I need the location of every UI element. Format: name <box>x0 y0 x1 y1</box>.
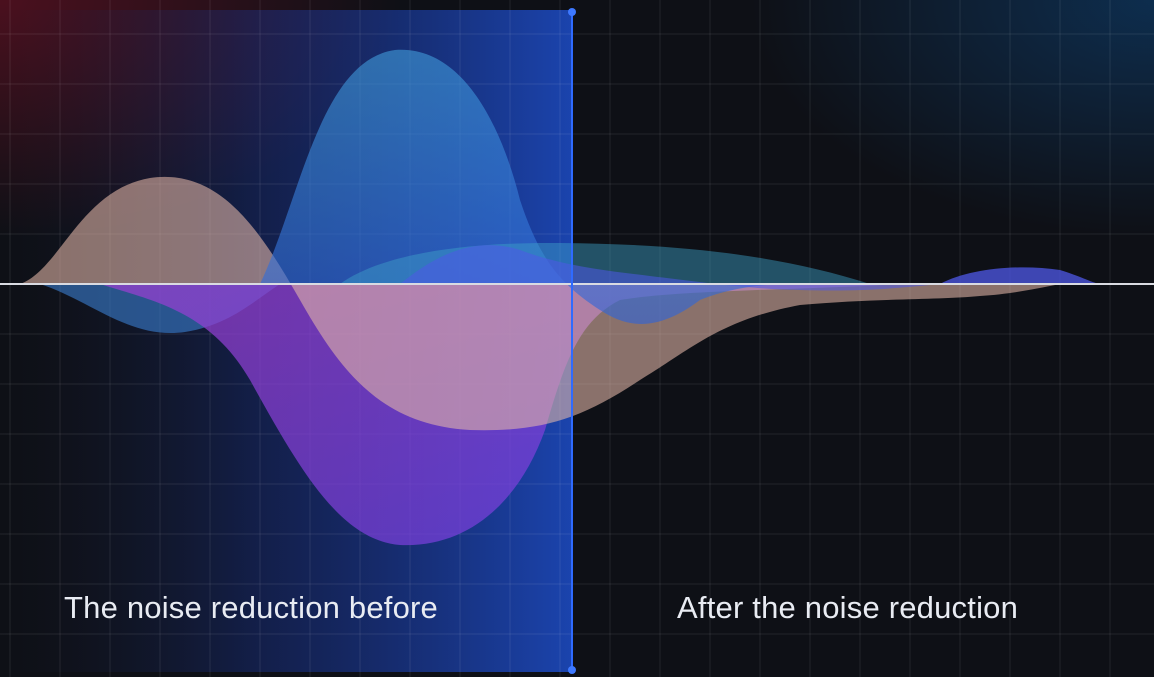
wave-peach <box>20 176 1060 431</box>
divider-handle-bottom[interactable] <box>568 666 576 674</box>
after-label: After the noise reduction <box>677 590 1019 625</box>
before-label: The noise reduction before <box>64 590 438 625</box>
divider-handle-top[interactable] <box>568 8 576 16</box>
wave-indigo <box>400 245 940 291</box>
wave-blue-peak <box>260 49 800 324</box>
wave-indigo-tail <box>940 267 1100 284</box>
